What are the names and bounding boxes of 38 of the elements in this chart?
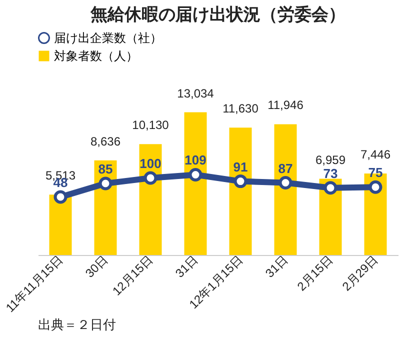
data-label: 8,636	[90, 134, 121, 148]
point	[144, 171, 158, 185]
data-label: 10,130	[132, 118, 170, 132]
point	[188, 168, 202, 182]
data-label: 87	[278, 160, 293, 176]
bar	[274, 124, 297, 255]
point	[98, 176, 112, 190]
data-label: 7,446	[360, 147, 391, 162]
x-tick-label: 31日	[172, 252, 200, 280]
x-tick-label: 12月15日	[110, 252, 156, 298]
data-label: 73	[323, 166, 338, 181]
x-tick-label: 2月15日	[294, 252, 336, 294]
data-label: 6,959	[315, 152, 346, 167]
data-label: 13,034	[177, 86, 214, 100]
legend-label: 届け出企業数（社）	[54, 31, 162, 45]
bar	[139, 144, 162, 255]
data-label: 91	[233, 159, 248, 174]
point	[278, 176, 292, 190]
point	[54, 190, 68, 204]
chart-title: 無給休暇の届け出状況（労委会）	[90, 5, 346, 24]
data-label: 100	[140, 156, 162, 172]
bar	[49, 194, 72, 255]
x-tick-label: 11年11月15日	[3, 252, 66, 315]
x-tick-label: 31日	[262, 252, 290, 280]
x-tick-label: 2月29日	[339, 252, 380, 294]
bar	[184, 112, 207, 255]
data-label: 11,946	[268, 98, 304, 112]
source-note: 出典＝２日付	[38, 317, 116, 332]
bar	[94, 160, 117, 255]
bar	[229, 128, 252, 255]
point	[368, 180, 382, 194]
data-label: 85	[98, 161, 113, 176]
legend-label: 対象者数（人）	[54, 49, 138, 63]
data-label: 11,630	[222, 102, 259, 116]
point	[324, 181, 338, 195]
point	[234, 174, 248, 188]
x-tick-label: 30日	[82, 252, 110, 280]
data-label: 109	[184, 152, 206, 168]
